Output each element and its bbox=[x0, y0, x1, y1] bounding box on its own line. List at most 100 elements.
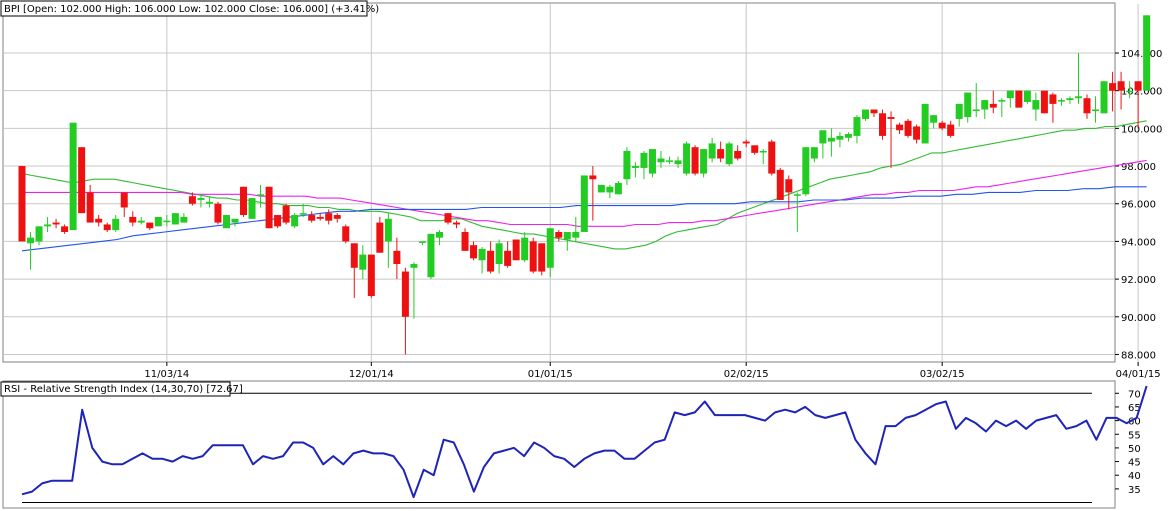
candle-body bbox=[1126, 90, 1134, 93]
candle-body bbox=[393, 250, 401, 265]
candle-body bbox=[666, 160, 674, 162]
candle-body bbox=[1134, 81, 1142, 91]
candle-body bbox=[154, 216, 162, 227]
candle-body bbox=[137, 220, 145, 223]
candle-body bbox=[86, 192, 94, 223]
candle-body bbox=[401, 271, 409, 317]
rsi-y-tick-label: 50 bbox=[1128, 444, 1141, 455]
candle-body bbox=[844, 134, 852, 138]
candle-body bbox=[836, 135, 844, 140]
candle-body bbox=[1074, 96, 1082, 99]
candle-body bbox=[989, 103, 997, 108]
candle-body bbox=[214, 203, 222, 223]
candle-body bbox=[384, 218, 392, 242]
candle-body bbox=[1143, 15, 1151, 91]
rsi-y-tick-label: 60 bbox=[1128, 417, 1141, 428]
candle-body bbox=[1006, 90, 1014, 99]
candle-body bbox=[257, 194, 265, 196]
candle-body bbox=[879, 113, 887, 136]
candle-body bbox=[742, 141, 750, 144]
candle-body bbox=[1109, 83, 1117, 91]
candle-body bbox=[69, 122, 77, 231]
rsi-line bbox=[21, 385, 1148, 499]
rsi-y-tick-label: 55 bbox=[1128, 430, 1141, 441]
candle-body bbox=[546, 228, 554, 268]
candle-body bbox=[180, 216, 188, 223]
candle-body bbox=[453, 222, 461, 225]
candle-body bbox=[291, 215, 299, 227]
candle-body bbox=[1083, 98, 1091, 114]
candle-body bbox=[504, 250, 512, 266]
candle-body bbox=[444, 213, 452, 223]
candle-body bbox=[103, 224, 111, 231]
candle-body bbox=[572, 231, 580, 238]
price-x-tick-label: 11/03/14 bbox=[144, 369, 189, 380]
candle-body bbox=[248, 198, 256, 219]
candle-body bbox=[870, 109, 878, 114]
candle-body bbox=[964, 92, 972, 118]
candle-body bbox=[1023, 90, 1031, 102]
price-x-tick-label: 12/01/14 bbox=[349, 369, 394, 380]
candle-body bbox=[163, 220, 171, 223]
price-x-tick-label: 02/02/15 bbox=[724, 369, 769, 380]
candle-body bbox=[1057, 100, 1065, 102]
candle-body bbox=[205, 201, 213, 204]
candle-body bbox=[597, 184, 605, 193]
candle-body bbox=[333, 215, 341, 219]
price-y-tick-label: 88.000 bbox=[1121, 350, 1156, 361]
candle-body bbox=[35, 226, 43, 242]
rsi-panel: 35 40 45 50 55 60 65 70 RSI - Relative Strength… bbox=[0, 380, 1148, 509]
candle-body bbox=[410, 264, 418, 268]
rsi-y-tick-label: 40 bbox=[1128, 471, 1141, 482]
candle-body bbox=[1092, 109, 1100, 112]
candle-body bbox=[717, 149, 725, 159]
candle-body bbox=[700, 149, 708, 174]
candle-body bbox=[316, 216, 324, 219]
candle-body bbox=[708, 143, 716, 159]
candle-body bbox=[793, 194, 801, 196]
rsi-y-axis: 35 40 45 50 55 60 65 70 bbox=[1115, 389, 1141, 496]
candle-body bbox=[376, 222, 384, 253]
candle-body bbox=[861, 109, 869, 119]
candle-body bbox=[299, 213, 307, 215]
candle-body bbox=[904, 120, 912, 136]
candle-body bbox=[648, 149, 656, 174]
candle-body bbox=[61, 226, 69, 232]
candle-body bbox=[819, 130, 827, 144]
candle-body bbox=[691, 147, 699, 174]
rsi-y-tick-label: 65 bbox=[1128, 403, 1141, 414]
candle-body bbox=[359, 254, 367, 270]
candle-body bbox=[538, 243, 546, 272]
rsi-series-line bbox=[21, 385, 1148, 499]
rsi-title: RSI - Relative Strength Index (14,30,70)… bbox=[4, 384, 243, 395]
candle-body bbox=[776, 169, 784, 200]
candle-body bbox=[725, 143, 733, 165]
rsi-y-tick-label: 45 bbox=[1128, 458, 1141, 469]
candle-body bbox=[1066, 98, 1074, 101]
price-plot-frame bbox=[2, 2, 1116, 363]
candle-body bbox=[1040, 90, 1048, 114]
candle-body bbox=[171, 213, 179, 225]
candle-body bbox=[930, 115, 938, 123]
rsi-y-tick-label: 35 bbox=[1128, 485, 1141, 496]
price-y-tick-label: 96.000 bbox=[1121, 200, 1156, 211]
price-y-tick-label: 90.000 bbox=[1121, 313, 1156, 324]
candle-body bbox=[265, 186, 273, 229]
rsi-title-box bbox=[0, 381, 231, 397]
price-x-axis: 11/03/14 12/01/14 01/01/15 02/02/15 03/02/15… bbox=[144, 362, 1161, 380]
candle-body bbox=[427, 233, 435, 278]
candle-body bbox=[631, 166, 639, 168]
candle-body bbox=[981, 100, 989, 110]
candle-body bbox=[674, 160, 682, 165]
price-y-tick-label: 104.000 bbox=[1121, 49, 1162, 60]
candle-body bbox=[1100, 81, 1108, 114]
candle-body bbox=[435, 231, 443, 238]
candle-body bbox=[751, 145, 759, 153]
price-y-tick-label: 92.000 bbox=[1121, 275, 1156, 286]
candle-body bbox=[461, 231, 469, 251]
price-y-axis: 88.000 90.000 92.000 94.000 96.000 98.000 100.… bbox=[1115, 49, 1162, 361]
candle-body bbox=[521, 237, 529, 261]
candle-body bbox=[913, 126, 921, 140]
candle-body bbox=[231, 218, 239, 223]
candle-body bbox=[785, 179, 793, 193]
